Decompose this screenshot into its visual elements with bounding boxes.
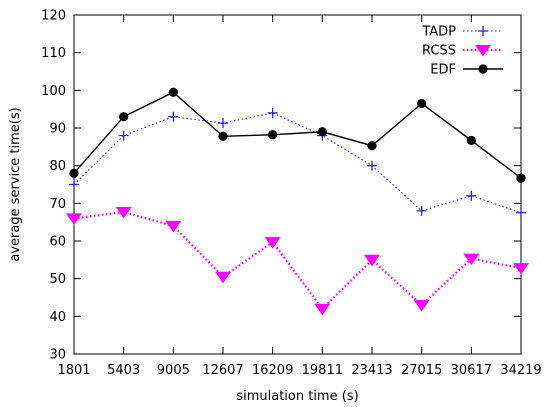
x-tick-label: 23413 <box>351 363 392 378</box>
axes: 30 40 50 60 70 80 90 100 110 120 1801 5403 9005 12607… <box>8 9 542 405</box>
series-line-tadp <box>73 112 522 214</box>
data-point-edf <box>466 135 476 146</box>
data-point-edf <box>417 98 427 109</box>
x-tick-label: 34219 <box>500 363 541 378</box>
y-tick-label: 50 <box>49 272 66 287</box>
legend-label-edf: EDF <box>430 63 456 78</box>
y-tick-label: 60 <box>49 235 66 250</box>
y-axis-title: average service time(s) <box>8 107 23 261</box>
data-point-rcss <box>314 303 331 316</box>
legend-marker-tadp <box>478 26 488 36</box>
series-rcss <box>66 206 529 316</box>
y-tick-label: 40 <box>49 310 66 325</box>
legend-entry-edf: EDF <box>430 63 503 78</box>
series-line-edf <box>73 91 522 179</box>
y-tick-label: 120 <box>41 9 66 24</box>
y-tick-label: 70 <box>49 197 66 212</box>
data-point-rcss <box>215 271 231 284</box>
x-tick-label: 27015 <box>401 363 442 378</box>
data-point-rcss <box>165 220 182 233</box>
x-tick-label: 5403 <box>107 363 140 378</box>
x-tick-label: 12607 <box>202 363 243 378</box>
series-tadp <box>69 107 526 218</box>
x-tick-label: 1801 <box>57 363 90 378</box>
y-tick-label: 110 <box>41 46 66 61</box>
series-line-rcss <box>73 210 522 311</box>
series-edf <box>69 87 526 183</box>
x-tick-label: 19811 <box>302 363 343 378</box>
x-tick-label: 9005 <box>157 363 190 378</box>
legend-marker-rcss <box>475 44 491 57</box>
data-point-edf <box>367 141 377 151</box>
legend-entry-tadp: TADP <box>421 25 503 40</box>
y-tick-label: 30 <box>49 348 66 363</box>
legend-marker-edf <box>478 64 488 74</box>
data-point-edf <box>168 87 178 97</box>
data-point-rcss <box>513 263 529 275</box>
data-point-edf <box>317 127 327 137</box>
legend-label-tadp: TADP <box>421 25 456 40</box>
data-point-tadp <box>168 111 179 122</box>
data-point-tadp <box>367 160 377 171</box>
data-point-edf <box>268 130 278 140</box>
series-layer <box>66 87 529 316</box>
data-point-edf <box>69 168 79 178</box>
data-point-rcss <box>264 237 281 249</box>
data-point-tadp <box>267 107 278 118</box>
x-tick-label: 30617 <box>451 363 492 378</box>
data-point-edf <box>218 131 228 141</box>
data-point-rcss <box>463 253 480 266</box>
x-axis-title: simulation time (s) <box>236 389 358 404</box>
data-point-rcss <box>66 213 82 225</box>
data-point-rcss <box>364 254 380 267</box>
y-tick-label: 90 <box>49 122 66 137</box>
legend: TADP RCSS EDF <box>421 25 503 78</box>
data-point-tadp <box>466 190 477 201</box>
y-tick-label: 80 <box>49 159 66 174</box>
data-point-rcss <box>413 299 430 312</box>
legend-entry-rcss: RCSS <box>422 44 503 59</box>
legend-label-rcss: RCSS <box>422 44 456 59</box>
data-point-tadp <box>218 118 228 129</box>
y-tick-label: 100 <box>41 84 66 99</box>
data-point-tadp <box>416 205 427 216</box>
data-point-tadp <box>516 207 526 218</box>
data-point-tadp <box>118 130 129 141</box>
data-point-edf <box>119 112 129 122</box>
data-point-tadp <box>69 179 79 190</box>
data-point-edf <box>516 173 526 183</box>
x-tick-label: 16209 <box>252 363 293 378</box>
data-point-rcss <box>115 206 132 219</box>
